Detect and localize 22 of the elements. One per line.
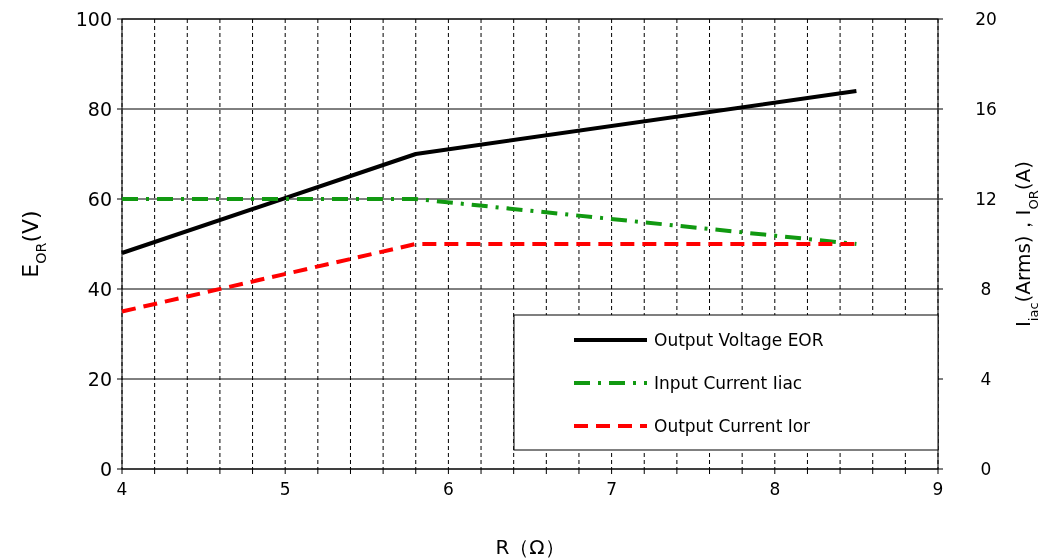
y-tick-label: 60: [87, 187, 112, 210]
x-axis-title: R（Ω）: [495, 535, 565, 559]
y-tick-label: 100: [75, 7, 112, 30]
y2-tick-label: 0: [980, 458, 992, 479]
x-tick-label: 4: [116, 479, 128, 499]
legend-label: Output Current Ior: [654, 415, 811, 436]
legend-label: Output Voltage EOR: [654, 329, 824, 350]
x-tick-label: 9: [932, 479, 944, 499]
x-tick-label: 8: [769, 479, 781, 499]
y2-tick-label: 20: [975, 8, 997, 29]
y-tick-label: 80: [87, 97, 112, 120]
y-tick-label: 20: [87, 367, 112, 390]
y2-tick-label: 4: [980, 368, 992, 389]
y2-tick-label: 8: [980, 278, 992, 299]
y-tick-label: 0: [99, 457, 112, 480]
y-tick-label: 40: [87, 277, 112, 300]
y2-tick-label: 16: [975, 98, 997, 119]
x-tick-label: 6: [442, 479, 454, 499]
x-tick-label: 5: [279, 479, 291, 499]
x-tick-label: 7: [606, 479, 618, 499]
legend-label: Input Current Iiac: [654, 372, 803, 393]
y2-tick-label: 12: [975, 188, 997, 209]
